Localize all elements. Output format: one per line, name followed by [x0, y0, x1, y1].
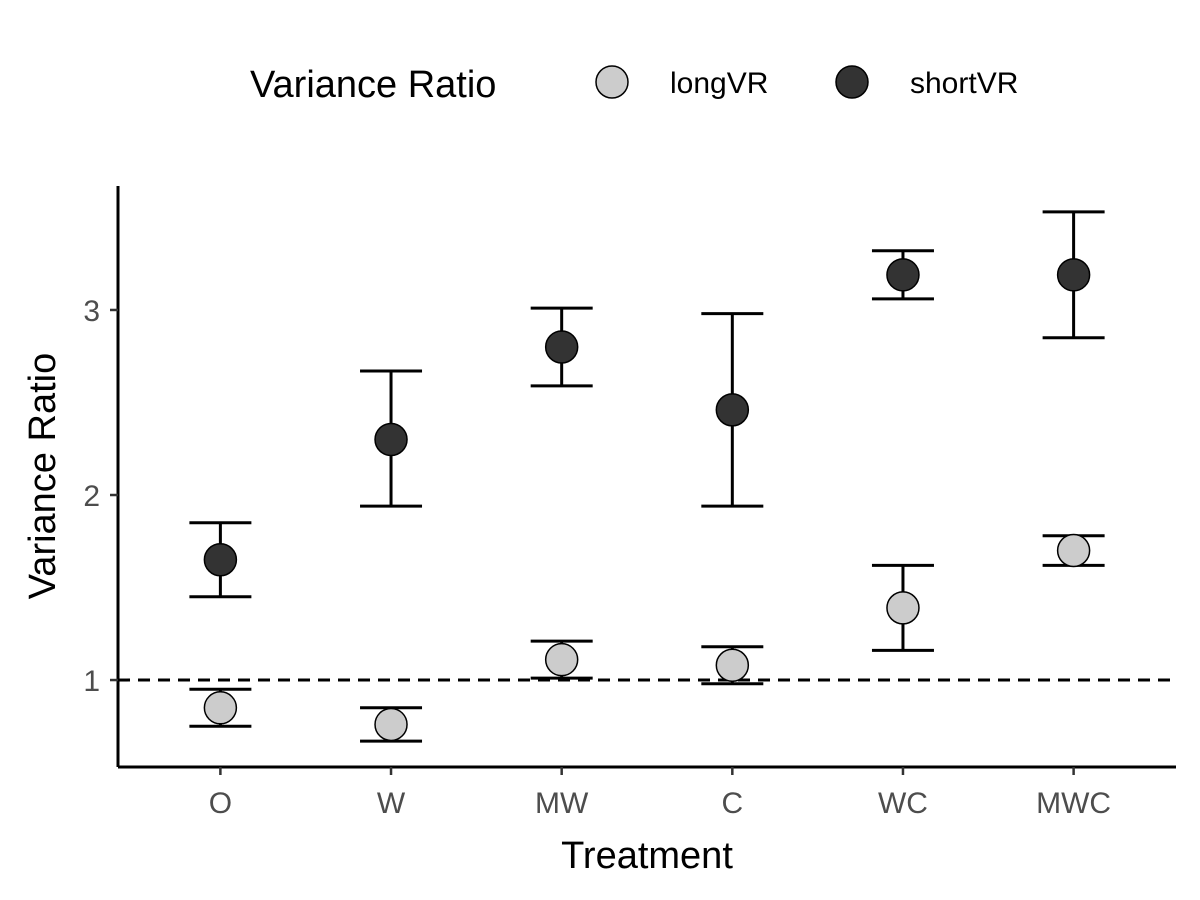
x-ticks: O W MW C WC MWC — [209, 767, 1111, 820]
y-axis-title: Variance Ratio — [22, 353, 64, 599]
series-shortVR — [189, 210, 1105, 599]
plot-area — [118, 210, 1176, 743]
legend-item-longVR: longVR — [595, 65, 768, 100]
data-point-shortVR — [1056, 258, 1091, 292]
legend-label: shortVR — [910, 67, 1018, 100]
data-point-shortVR — [544, 330, 579, 364]
legend-item-shortVR: shortVR — [835, 65, 1018, 100]
y-tick-label: 1 — [83, 665, 100, 698]
series-longVR — [189, 533, 1105, 743]
legend: Variance Ratio longVR shortVR — [250, 64, 1018, 106]
data-point-longVR — [1056, 533, 1091, 568]
axes: 123 O W MW C WC MWC Treatment Variance Ratio — [22, 186, 1176, 877]
x-tick-label: WC — [878, 787, 928, 820]
data-point-longVR — [715, 648, 750, 682]
data-point-shortVR — [203, 543, 238, 577]
legend-swatch — [835, 65, 869, 99]
y-ticks: 1 2 3 — [83, 295, 118, 698]
data-point-longVR — [886, 591, 920, 625]
data-point-shortVR — [715, 393, 750, 427]
x-tick-label: C — [721, 787, 743, 820]
data-point-longVR — [203, 691, 238, 725]
x-axis-title: Treatment — [561, 835, 733, 877]
x-tick-label: W — [377, 787, 406, 820]
data-point-shortVR — [886, 258, 920, 292]
y-tick-label: 3 — [83, 295, 100, 328]
data-point-longVR — [374, 707, 408, 742]
legend-swatch — [595, 65, 629, 99]
data-point-longVR — [544, 642, 579, 677]
y-tick-label: 2 — [83, 480, 100, 513]
legend-title: Variance Ratio — [250, 64, 496, 106]
legend-items: longVR shortVR — [595, 65, 1018, 100]
x-tick-label: MWC — [1036, 787, 1111, 820]
data-point-shortVR — [374, 422, 408, 457]
x-tick-label: O — [209, 787, 232, 820]
x-tick-label: MW — [535, 787, 589, 820]
legend-label: longVR — [670, 67, 768, 100]
